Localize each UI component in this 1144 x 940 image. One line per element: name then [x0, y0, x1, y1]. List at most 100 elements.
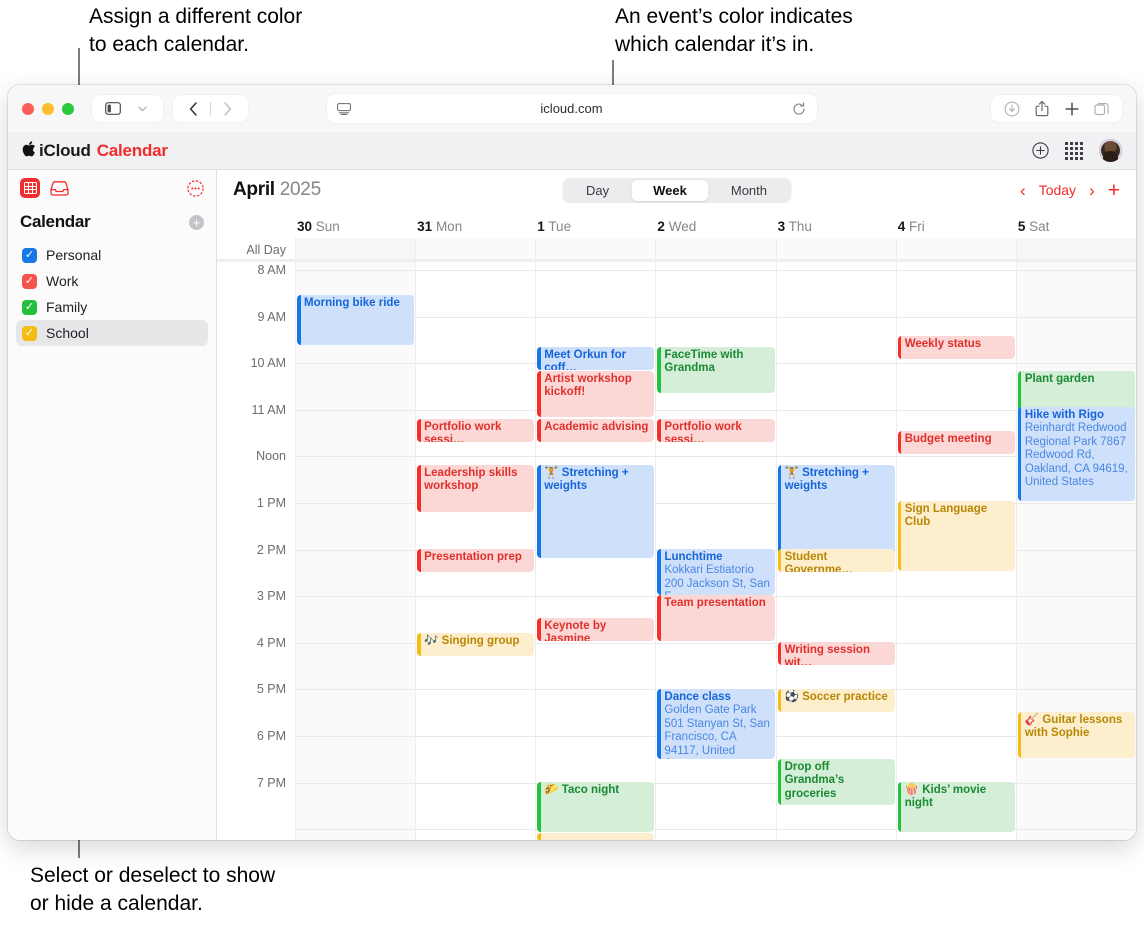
calendar-event[interactable]: 🏋️ Stretching + weights [537, 465, 655, 558]
day-column-4[interactable]: 🏋️ Stretching + weights Student Governme…… [775, 262, 896, 840]
calendar-event[interactable]: Weekly status [897, 336, 1015, 359]
day-column-0[interactable]: Morning bike ride [295, 262, 416, 840]
browser-actions-group[interactable] [991, 95, 1122, 122]
browser-toolbar: icloud.com [8, 85, 1136, 132]
day-column-6[interactable]: Plant garden Hike with Rigo Reinhardt Redw… [1015, 262, 1136, 840]
all-day-cell-2[interactable] [535, 238, 656, 259]
hour-line [656, 503, 776, 504]
calendar-event[interactable]: 🏋️ Stretching + weights [777, 465, 895, 558]
minimize-button[interactable] [42, 102, 54, 115]
url-text[interactable]: icloud.com [540, 101, 603, 116]
all-day-cell-6[interactable] [1015, 238, 1136, 259]
inbox-icon[interactable] [50, 180, 69, 196]
prev-week-button[interactable]: ‹ [1020, 180, 1026, 200]
checkbox-family[interactable]: ✓ [22, 299, 37, 315]
calendar-item-personal[interactable]: ✓ Personal [16, 242, 208, 268]
sidebar-toggle-icon[interactable] [99, 96, 126, 121]
share-icon[interactable] [1028, 96, 1055, 121]
sidebar-toggle-group[interactable] [92, 95, 163, 122]
add-event-button[interactable]: + [1107, 178, 1120, 202]
icloud-header: iCloud Calendar [8, 132, 1136, 170]
calendar-event[interactable]: Artist workshop kickoff! [537, 371, 655, 417]
nav-separator [210, 101, 211, 116]
calendar-event[interactable]: FaceTime with Grandma [657, 347, 775, 393]
add-calendar-button[interactable]: + [189, 214, 204, 230]
close-button[interactable] [22, 102, 34, 115]
tab-day[interactable]: Day [586, 182, 610, 198]
calendar-event[interactable]: Morning bike ride [297, 295, 415, 345]
next-week-button[interactable]: › [1089, 180, 1095, 200]
checkbox-work[interactable]: ✓ [22, 273, 37, 289]
reload-icon[interactable] [792, 101, 806, 116]
plus-circle-icon[interactable] [1032, 142, 1049, 159]
app-grid-icon[interactable] [1065, 141, 1083, 160]
calendar-event[interactable]: Keynote by Jasmine [537, 618, 655, 641]
event-color-bar [897, 501, 902, 571]
day-header-sat[interactable]: 5 Sat [1016, 219, 1136, 238]
checkbox-personal[interactable]: ✓ [22, 247, 37, 263]
icloud-brand[interactable]: iCloud Calendar [22, 141, 168, 161]
all-day-cell-3[interactable] [655, 238, 776, 259]
checkbox-school[interactable]: ✓ [22, 325, 37, 341]
apple-logo-icon [22, 140, 36, 161]
hour-line [656, 829, 776, 831]
day-header-sun[interactable]: 30 Sun [295, 219, 415, 238]
calendar-icon[interactable] [20, 178, 40, 198]
day-header-mon[interactable]: 31 Mon [415, 219, 535, 238]
day-header-fri[interactable]: 4 Fri [896, 219, 1016, 238]
day-header-thu[interactable]: 3 Thu [776, 219, 896, 238]
calendar-event[interactable]: Presentation prep [417, 549, 535, 572]
all-day-cell-0[interactable] [295, 238, 416, 259]
calendar-event[interactable]: ⚽ Soccer practice [777, 689, 895, 712]
calendar-event[interactable]: Drop off Grandma’s groceries [777, 759, 895, 805]
event-color-bar [657, 689, 661, 759]
chevron-down-icon[interactable] [129, 96, 156, 121]
window-controls[interactable] [22, 102, 74, 115]
forward-button[interactable] [214, 96, 241, 121]
day-header-wed[interactable]: 2 Wed [655, 219, 775, 238]
back-button[interactable] [180, 96, 207, 121]
calendar-event[interactable]: Team presentation [657, 595, 775, 641]
day-column-2[interactable]: Meet Orkun for coff… Artist workshop kick… [535, 262, 656, 840]
zoom-button[interactable] [62, 102, 74, 115]
tab-week[interactable]: Week [631, 179, 709, 201]
more-options-icon[interactable] [187, 179, 204, 197]
calendar-event[interactable]: Hike with Rigo Reinhardt Redwood Regional… [1017, 407, 1135, 501]
calendar-event[interactable]: 🎶 Singing group [417, 633, 535, 656]
tab-overview-icon[interactable] [1088, 96, 1115, 121]
calendar-event[interactable]: Academic advising [537, 419, 655, 442]
calendar-event[interactable]: Dance class Golden Gate Park 501 Stanyan … [657, 689, 775, 759]
calendar-item-work[interactable]: ✓ Work [16, 268, 208, 294]
nav-group[interactable] [173, 95, 248, 122]
calendar-event[interactable]: Budget meeting [897, 431, 1015, 454]
view-switcher[interactable]: Day Week Month [562, 177, 791, 203]
new-tab-icon[interactable] [1058, 96, 1085, 121]
calendar-event[interactable]: 🌮 Taco night [537, 782, 655, 832]
calendar-event[interactable]: Portfolio work sessi… [417, 419, 535, 442]
all-day-cell-4[interactable] [775, 238, 896, 259]
avatar[interactable] [1099, 139, 1122, 162]
calendar-event[interactable]: 🍿 Kids’ movie night [897, 782, 1015, 832]
calendar-event[interactable]: Meet Orkun for coff… [537, 347, 655, 370]
calendar-event[interactable]: Portfolio work sessi… [657, 419, 775, 442]
calendar-event[interactable]: Sign Language Club [897, 501, 1015, 571]
calendar-event[interactable]: Leadership skills workshop [417, 465, 535, 512]
all-day-cell-5[interactable] [895, 238, 1016, 259]
tab-month[interactable]: Month [730, 182, 767, 198]
day-column-5[interactable]: Weekly status Budget meeting Sign Language… [895, 262, 1016, 840]
calendar-event[interactable] [537, 833, 655, 840]
calendar-event[interactable]: Lunchtime Kokkari Estiatorio 200 Jackson … [657, 549, 775, 595]
all-day-cell-1[interactable] [415, 238, 536, 259]
day-column-3[interactable]: FaceTime with Grandma Portfolio work sess… [655, 262, 776, 840]
calendar-event[interactable]: Student Governme… [777, 549, 895, 572]
calendar-event[interactable]: Writing session wit… [777, 642, 895, 665]
address-bar[interactable]: icloud.com [327, 94, 817, 123]
calendar-item-school[interactable]: ✓ School [16, 320, 208, 346]
today-button[interactable]: Today [1038, 182, 1077, 198]
reader-view-icon[interactable] [337, 102, 351, 115]
day-column-1[interactable]: Portfolio work sessi… Leadership skills w… [415, 262, 536, 840]
calendar-event[interactable]: 🎸 Guitar lessons with Sophie [1017, 712, 1135, 758]
download-icon[interactable] [998, 96, 1025, 121]
calendar-item-family[interactable]: ✓ Family [16, 294, 208, 320]
day-header-tue[interactable]: 1 Tue [535, 219, 655, 238]
